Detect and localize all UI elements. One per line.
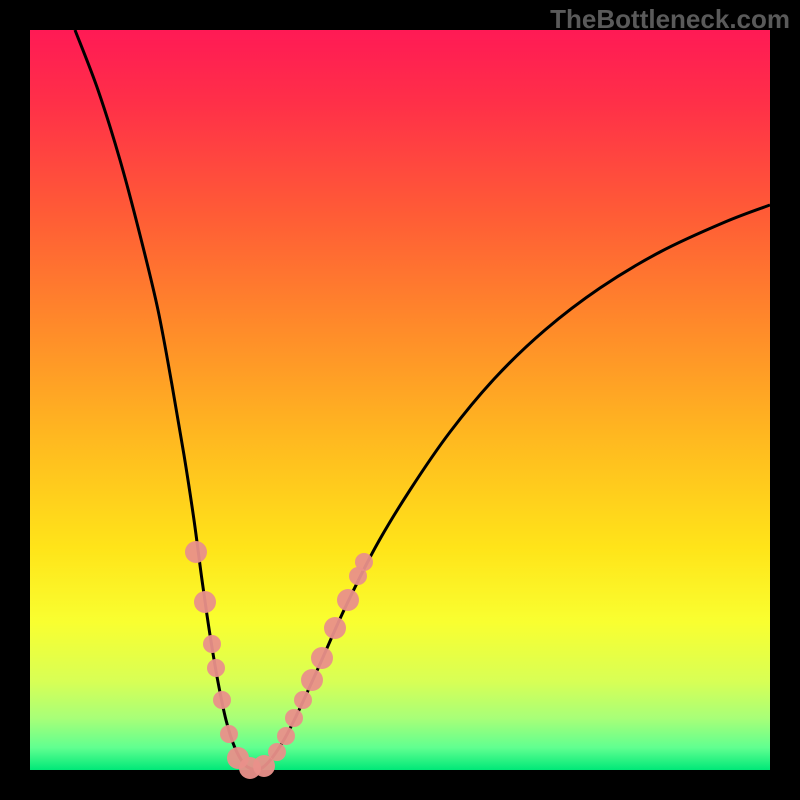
plot-area (30, 30, 770, 770)
watermark-text: TheBottleneck.com (550, 4, 790, 35)
chart-canvas: TheBottleneck.com (0, 0, 800, 800)
